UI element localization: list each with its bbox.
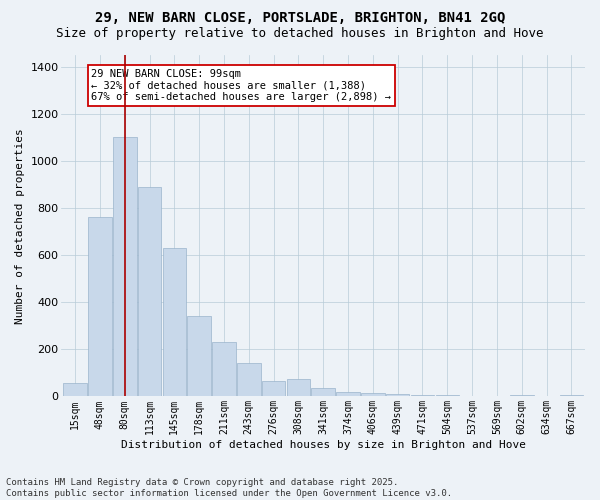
- Text: Contains HM Land Registry data © Crown copyright and database right 2025.
Contai: Contains HM Land Registry data © Crown c…: [6, 478, 452, 498]
- Bar: [212, 342, 236, 396]
- Bar: [311, 388, 335, 396]
- Bar: [510, 394, 533, 396]
- X-axis label: Distribution of detached houses by size in Brighton and Hove: Distribution of detached houses by size …: [121, 440, 526, 450]
- Bar: [237, 364, 260, 396]
- Text: Size of property relative to detached houses in Brighton and Hove: Size of property relative to detached ho…: [56, 28, 544, 40]
- Bar: [64, 384, 87, 396]
- Bar: [336, 392, 360, 396]
- Bar: [138, 187, 161, 396]
- Bar: [113, 138, 137, 396]
- Bar: [163, 248, 186, 396]
- Text: 29, NEW BARN CLOSE, PORTSLADE, BRIGHTON, BN41 2GQ: 29, NEW BARN CLOSE, PORTSLADE, BRIGHTON,…: [95, 11, 505, 25]
- Bar: [88, 218, 112, 396]
- Bar: [187, 316, 211, 396]
- Bar: [262, 381, 286, 396]
- Bar: [287, 379, 310, 396]
- Bar: [560, 395, 583, 396]
- Text: 29 NEW BARN CLOSE: 99sqm
← 32% of detached houses are smaller (1,388)
67% of sem: 29 NEW BARN CLOSE: 99sqm ← 32% of detach…: [91, 69, 391, 102]
- Bar: [361, 393, 385, 396]
- Bar: [410, 395, 434, 396]
- Bar: [386, 394, 409, 396]
- Y-axis label: Number of detached properties: Number of detached properties: [15, 128, 25, 324]
- Bar: [436, 394, 459, 396]
